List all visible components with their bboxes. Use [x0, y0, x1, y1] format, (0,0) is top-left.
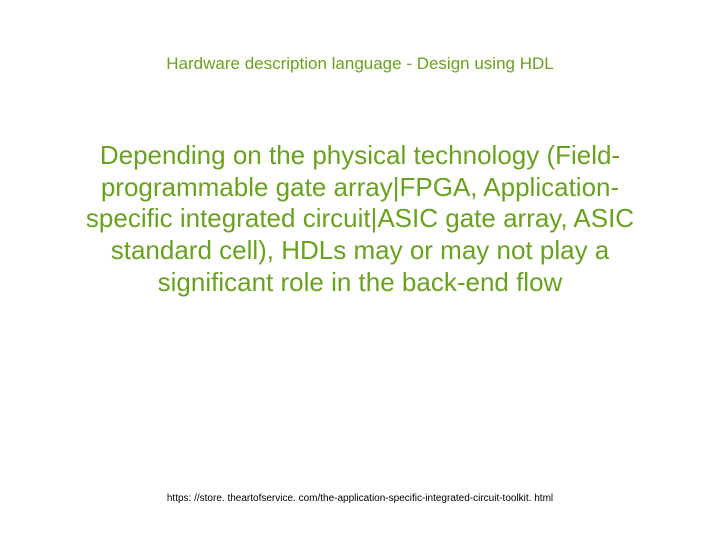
slide-container: Hardware description language - Design u…: [0, 0, 720, 540]
slide-title: Hardware description language - Design u…: [0, 54, 720, 74]
slide-body-text: Depending on the physical technology (Fi…: [60, 140, 660, 299]
footer-url: https: //store. theartofservice. com/the…: [0, 493, 720, 504]
